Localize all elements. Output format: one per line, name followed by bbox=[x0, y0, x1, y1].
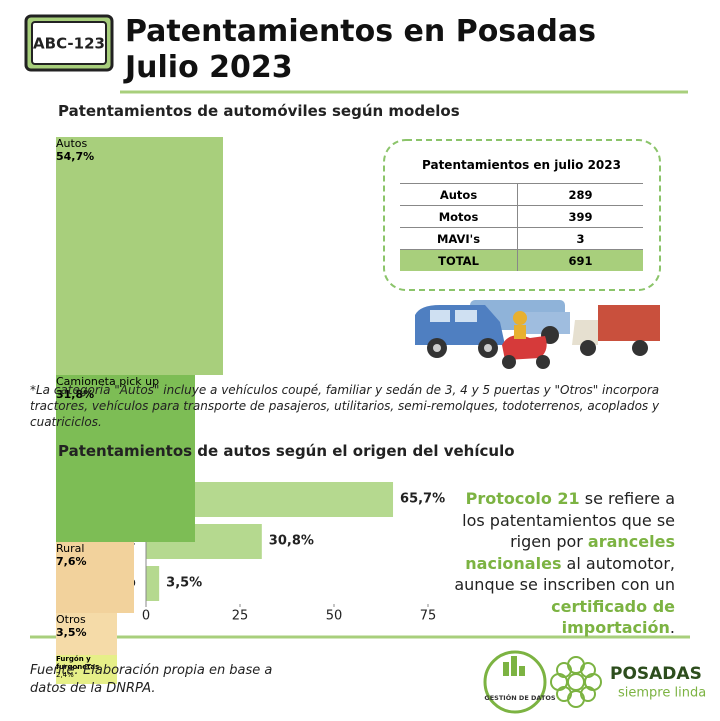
table-cell: 691 bbox=[517, 249, 643, 271]
logo-text: GESTIÓN DE DATOS bbox=[484, 693, 556, 702]
slogan: siempre linda bbox=[618, 686, 706, 701]
treemap-cell: Autos 54,7% bbox=[56, 137, 224, 375]
section-title: Patentamientos de autos según el origen … bbox=[58, 442, 515, 460]
table-cell: Motos bbox=[400, 205, 518, 228]
section-title: Patentamientos de automóviles según mode… bbox=[58, 102, 460, 120]
table-cell: Autos bbox=[400, 183, 518, 206]
table-frame bbox=[383, 139, 661, 291]
x-tick-label: 75 bbox=[420, 609, 437, 624]
cell-value: 3,5% bbox=[56, 625, 87, 639]
highlight-text: Protocolo 21 bbox=[465, 489, 580, 508]
plate-inner bbox=[31, 21, 107, 65]
protocol-text: Protocolo 21 se refiere a los patentamie… bbox=[445, 488, 675, 639]
cell-label: Rural bbox=[56, 542, 85, 556]
cell-value: 31,8% bbox=[56, 388, 95, 401]
table-cell: 399 bbox=[517, 205, 643, 228]
text: se refiere a los patentamientos que se r… bbox=[462, 489, 675, 551]
table-row: Motos 399 bbox=[400, 205, 643, 228]
title: Patentamientos en Posadas Julio 2023 bbox=[125, 14, 596, 86]
bar bbox=[146, 566, 160, 601]
note: *La categoría "Autos" incluye a vehículo… bbox=[30, 383, 660, 429]
treemap-cell: Rural 7,6% bbox=[56, 542, 135, 613]
table-cell: 3 bbox=[517, 227, 643, 250]
cell-label: Furgón y furgonetas bbox=[56, 655, 100, 672]
brand: POSADAS bbox=[610, 664, 702, 684]
table-cell: TOTAL bbox=[400, 249, 518, 271]
logo-gestion bbox=[483, 650, 547, 714]
treemap-cell: Camioneta pick up 31,8% bbox=[56, 375, 195, 543]
logo-flower bbox=[550, 656, 602, 708]
cell-value: 7,6% bbox=[56, 555, 87, 569]
table-row: MAVI's 3 bbox=[400, 227, 643, 250]
value-label: 3,5% bbox=[166, 576, 202, 591]
vehicles bbox=[415, 300, 660, 369]
table-cell: 289 bbox=[517, 183, 643, 206]
cell-label: Autos bbox=[56, 137, 88, 150]
plate-text: ABC-123 bbox=[33, 35, 105, 53]
table: Autos 289 Motos 399 MAVI's 3 TOTAL 691 bbox=[400, 183, 643, 271]
treemap: Autos 54,7% Camioneta pick up 31,8% Rural 7,6… bbox=[56, 137, 362, 684]
table-row: TOTAL 691 bbox=[400, 249, 643, 271]
title-line: Patentamientos en Posadas bbox=[125, 14, 596, 49]
text: al automotor, aunque se inscriben con un bbox=[454, 553, 675, 595]
table-row: Autos 289 bbox=[400, 183, 643, 206]
source: Fuente: Elaboración propia en base a dat… bbox=[30, 663, 273, 696]
cell-value: 54,7% bbox=[56, 150, 95, 163]
value-label: 65,7% bbox=[400, 492, 445, 507]
value-label: 30,8% bbox=[269, 534, 314, 549]
cell-label: Otros bbox=[56, 612, 86, 626]
treemap-cell: Furgón y furgonetas 2,4% bbox=[56, 655, 117, 684]
text: . bbox=[669, 618, 675, 637]
cell-label: Camioneta pick up bbox=[56, 375, 160, 388]
x-tick-label: 50 bbox=[326, 609, 343, 624]
cell-value: 2,4% bbox=[56, 671, 74, 680]
treemap-cell: Otros 3,5% bbox=[56, 612, 117, 656]
highlight-text: certificado de importación bbox=[551, 596, 675, 638]
highlight-text: aranceles nacionales bbox=[465, 532, 675, 573]
subtitle-line: Julio 2023 bbox=[125, 50, 293, 85]
table-cell: MAVI's bbox=[400, 227, 518, 250]
table-title: Patentamientos en julio 2023 bbox=[422, 158, 621, 172]
x-tick-label: 0 bbox=[142, 609, 150, 624]
x-tick-label: 25 bbox=[232, 609, 249, 624]
